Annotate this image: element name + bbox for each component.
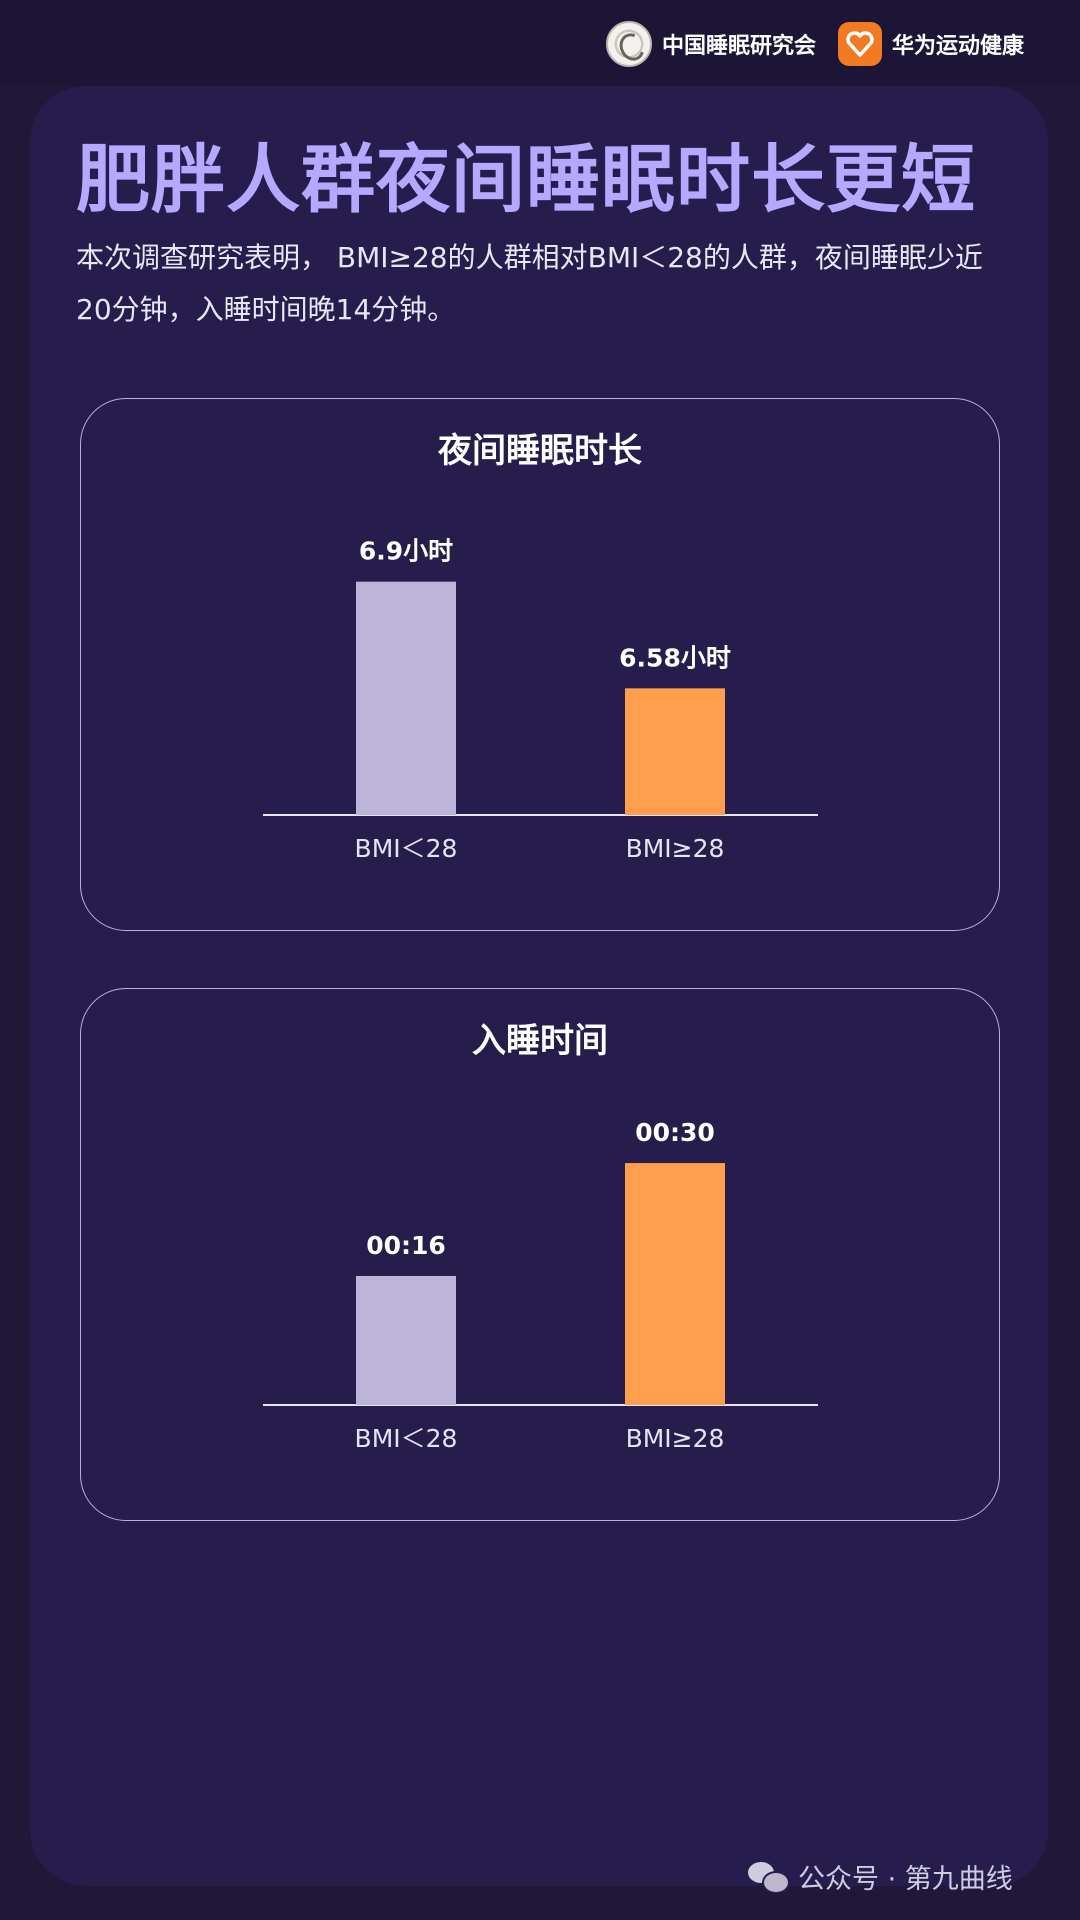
sleep-onset-chart: 00:16 BMI＜28 00:30 BMI≥28	[263, 1118, 818, 1453]
sleep-duration-card: 夜间睡眠时长 6.9小时 BMI＜28 6.58小时 BMI≥28	[80, 398, 1000, 931]
huawei-health-app-icon	[838, 22, 882, 66]
sleep-onset-title: 入睡时间	[472, 1021, 608, 1061]
huawei-health-brand: 华为运动健康	[838, 20, 1024, 68]
category-tick-label: BMI＜28	[355, 1424, 458, 1453]
top-bar	[0, 0, 1080, 86]
headline: 肥胖人群夜间睡眠时长更短	[76, 137, 976, 223]
category-tick-label: BMI≥28	[626, 834, 725, 863]
footer-text: 公众号 · 第九曲线	[798, 1863, 1013, 1895]
sleep-onset-card: 入睡时间 00:16 BMI＜28 00:30 BMI≥28	[80, 988, 1000, 1521]
category-tick-label: BMI≥28	[626, 1424, 725, 1453]
sleep-duration-title: 夜间睡眠时长	[438, 431, 642, 471]
sleep-society-brand: 中国睡眠研究会	[606, 20, 816, 68]
category-tick-label: BMI＜28	[355, 834, 458, 863]
wechat-footer: 公众号 · 第九曲线	[748, 1856, 1013, 1896]
bar-value-label: 6.9小时	[359, 537, 453, 566]
bar-value-label: 00:16	[366, 1231, 446, 1260]
bar-value-label: 6.58小时	[619, 643, 731, 672]
sleep-duration-chart: 6.9小时 BMI＜28 6.58小时 BMI≥28	[263, 537, 818, 863]
wechat-icon	[748, 1860, 790, 1894]
sleep-society-seal-icon	[606, 21, 652, 67]
bar-bmi-under-28	[356, 581, 456, 815]
description: 本次调查研究表明， BMI≥28的人群相对BMI＜28的人群，夜间睡眠少近20分…	[76, 241, 983, 326]
bar-bmi-under-28	[356, 1275, 456, 1405]
bar-bmi-28-plus	[625, 1163, 725, 1405]
content-panel	[30, 86, 1048, 1886]
huawei-health-name: 华为运动健康	[892, 34, 1025, 59]
sleep-society-name: 中国睡眠研究会	[662, 34, 817, 59]
bar-bmi-28-plus	[625, 688, 725, 815]
bar-value-label: 00:30	[635, 1118, 715, 1147]
heart-icon	[846, 31, 874, 57]
